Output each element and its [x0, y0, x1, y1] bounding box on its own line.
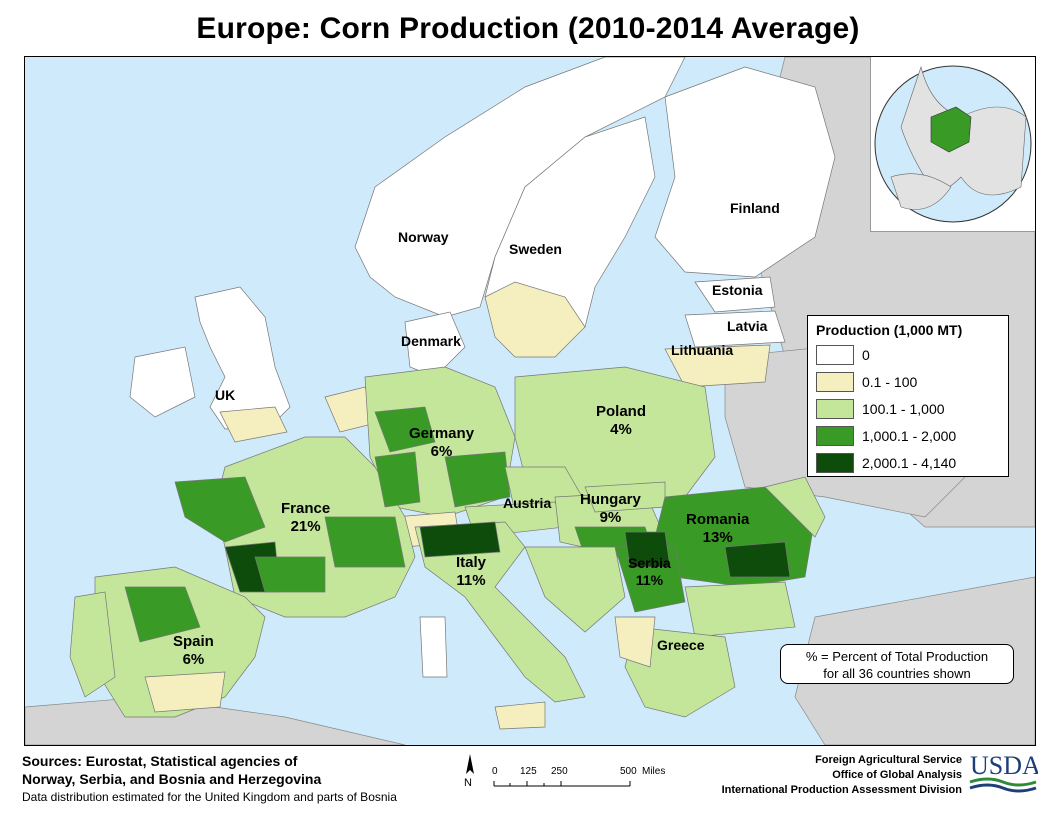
- locator-globe-inset: [870, 57, 1035, 232]
- region-albania-mk: [614, 616, 656, 668]
- usda-logo-text: USDA: [970, 751, 1038, 780]
- legend-title: Production (1,000 MT): [816, 322, 963, 338]
- region-uk-south: [219, 406, 288, 443]
- legend-row: 0.1 - 100: [816, 371, 1000, 393]
- sources-note: Data distribution estimated for the Unit…: [22, 790, 397, 804]
- legend-label: 1,000.1 - 2,000: [862, 428, 957, 444]
- region-france-rhone: [324, 516, 406, 568]
- legend: Production (1,000 MT) 0 0.1 - 100 100.1 …: [807, 315, 1009, 477]
- region-estonia: [694, 276, 776, 313]
- region-france-midi: [254, 556, 326, 593]
- label-finland: Finland: [730, 200, 780, 216]
- label-hungary: Hungary 9%: [580, 491, 641, 526]
- region-sicily: [494, 701, 546, 730]
- legend-row: 1,000.1 - 2,000: [816, 425, 1000, 447]
- region-finland: [654, 66, 836, 278]
- label-austria: Austria: [503, 495, 552, 511]
- map-frame: Norway Sweden Finland Estonia Latvia Lit…: [24, 56, 1036, 746]
- legend-row: 0: [816, 344, 1000, 366]
- legend-swatch: [816, 426, 854, 446]
- label-lithuania: Lithuania: [671, 342, 734, 358]
- region-moldova: [764, 476, 826, 538]
- label-romania: Romania 13%: [686, 511, 750, 546]
- scale-tick: 250: [551, 766, 568, 777]
- label-norway: Norway: [398, 229, 449, 245]
- label-denmark: Denmark: [401, 333, 461, 349]
- agency-credit: Foreign Agricultural Service Office of G…: [721, 754, 962, 796]
- region-portugal: [69, 591, 116, 698]
- label-greece: Greece: [657, 637, 705, 653]
- region-germany-high: [374, 406, 436, 453]
- label-poland: Poland 4%: [596, 403, 647, 438]
- scale-tick: 125: [520, 766, 537, 777]
- usda-logo: USDA: [968, 748, 1041, 798]
- north-arrow-icon: [466, 754, 474, 774]
- legend-label: 2,000.1 - 4,140: [862, 455, 957, 471]
- region-croatia-bosnia: [524, 546, 626, 633]
- label-germany: Germany 6%: [409, 425, 475, 460]
- label-estonia: Estonia: [712, 282, 763, 298]
- legend-row: 2,000.1 - 4,140: [816, 452, 1000, 474]
- legend-label: 0.1 - 100: [862, 374, 918, 390]
- region-lithuania: [664, 344, 771, 388]
- region-ireland: [129, 346, 196, 418]
- label-uk: UK: [215, 387, 236, 403]
- north-label: N: [464, 777, 472, 789]
- region-sweden-south: [484, 281, 586, 358]
- region-latvia: [684, 310, 786, 348]
- region-france-alsace: [374, 451, 421, 508]
- region-bavaria: [444, 451, 511, 508]
- label-italy: Italy 11%: [456, 554, 487, 589]
- label-serbia: Serbia 11%: [628, 555, 671, 588]
- legend-swatch: [816, 372, 854, 392]
- scale-bar: N 0 125 250 500 Miles: [460, 752, 700, 800]
- label-latvia: Latvia: [727, 318, 768, 334]
- legend-swatch: [816, 345, 854, 365]
- legend-swatch: [816, 399, 854, 419]
- sources: Sources: Eurostat, Statistical agencies …: [22, 753, 322, 787]
- scale-tick: 500: [620, 766, 637, 777]
- scale-unit: Miles: [642, 766, 665, 777]
- region-italy: [414, 521, 586, 703]
- percent-note: % = Percent of Total Production for all …: [780, 644, 1014, 684]
- label-spain: Spain 6%: [173, 633, 214, 668]
- legend-label: 0: [862, 347, 870, 363]
- map-title: Europe: Corn Production (2010-2014 Avera…: [196, 12, 860, 45]
- region-spain-south: [144, 671, 226, 713]
- region-denmark: [404, 311, 466, 378]
- region-serbia-top: [624, 531, 671, 568]
- region-romania-top: [724, 541, 791, 578]
- legend-swatch: [816, 453, 854, 473]
- region-italy-po: [419, 521, 501, 558]
- label-sweden: Sweden: [509, 241, 562, 257]
- legend-label: 100.1 - 1,000: [862, 401, 945, 417]
- label-france: France 21%: [281, 500, 331, 535]
- region-sardinia: [419, 616, 448, 678]
- region-france-west: [174, 476, 266, 543]
- region-greece: [624, 626, 736, 718]
- region-spain-castile: [124, 586, 201, 643]
- legend-row: 100.1 - 1,000: [816, 398, 1000, 420]
- region-bulgaria: [684, 581, 796, 638]
- scale-tick: 0: [492, 766, 498, 777]
